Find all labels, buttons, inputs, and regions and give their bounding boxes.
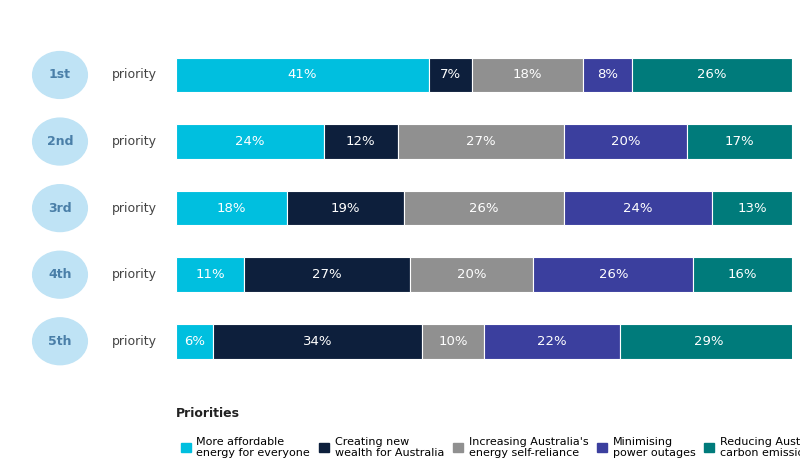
Bar bbox=[422, 324, 484, 359]
Circle shape bbox=[33, 184, 87, 232]
Text: Priorities: Priorities bbox=[176, 407, 240, 420]
Bar bbox=[534, 257, 694, 292]
Text: 16%: 16% bbox=[728, 268, 758, 281]
Text: 27%: 27% bbox=[312, 268, 342, 281]
Bar bbox=[324, 124, 398, 159]
Bar bbox=[410, 257, 534, 292]
Text: priority: priority bbox=[112, 69, 157, 81]
Text: 41%: 41% bbox=[287, 69, 317, 81]
Text: 4th: 4th bbox=[48, 268, 72, 281]
Text: 18%: 18% bbox=[512, 69, 542, 81]
Text: 26%: 26% bbox=[697, 69, 726, 81]
Text: 26%: 26% bbox=[470, 201, 498, 215]
Bar bbox=[176, 257, 244, 292]
Bar bbox=[213, 324, 422, 359]
Circle shape bbox=[33, 251, 87, 298]
Circle shape bbox=[33, 118, 87, 165]
Text: 5th: 5th bbox=[48, 335, 72, 348]
Text: 24%: 24% bbox=[235, 135, 265, 148]
Text: 6%: 6% bbox=[184, 335, 205, 348]
Bar bbox=[176, 191, 287, 226]
Bar bbox=[429, 58, 472, 92]
Bar bbox=[619, 324, 798, 359]
Text: 18%: 18% bbox=[217, 201, 246, 215]
Text: 24%: 24% bbox=[623, 201, 653, 215]
Bar bbox=[564, 124, 687, 159]
Bar bbox=[176, 124, 324, 159]
Bar bbox=[564, 191, 712, 226]
Bar bbox=[687, 124, 792, 159]
Text: priority: priority bbox=[112, 201, 157, 215]
Text: 7%: 7% bbox=[439, 69, 461, 81]
Text: 27%: 27% bbox=[466, 135, 496, 148]
Text: 22%: 22% bbox=[537, 335, 566, 348]
Text: 1st: 1st bbox=[49, 69, 71, 81]
Bar bbox=[582, 58, 632, 92]
Bar bbox=[176, 324, 213, 359]
Bar bbox=[694, 257, 792, 292]
Text: 29%: 29% bbox=[694, 335, 723, 348]
Circle shape bbox=[33, 318, 87, 365]
Bar bbox=[287, 191, 404, 226]
Bar bbox=[404, 191, 564, 226]
Text: 13%: 13% bbox=[737, 201, 766, 215]
Text: 19%: 19% bbox=[330, 201, 360, 215]
Bar bbox=[712, 191, 792, 226]
Text: priority: priority bbox=[112, 135, 157, 148]
Text: 3rd: 3rd bbox=[48, 201, 72, 215]
Text: 2nd: 2nd bbox=[46, 135, 74, 148]
Text: priority: priority bbox=[112, 335, 157, 348]
Bar bbox=[472, 58, 582, 92]
Bar bbox=[484, 324, 619, 359]
Text: 11%: 11% bbox=[195, 268, 225, 281]
Text: 26%: 26% bbox=[598, 268, 628, 281]
Text: priority: priority bbox=[112, 268, 157, 281]
Text: 34%: 34% bbox=[303, 335, 333, 348]
Text: 10%: 10% bbox=[438, 335, 468, 348]
Text: 12%: 12% bbox=[346, 135, 376, 148]
Bar bbox=[398, 124, 564, 159]
Text: 20%: 20% bbox=[457, 268, 486, 281]
Bar bbox=[244, 257, 410, 292]
Text: 8%: 8% bbox=[597, 69, 618, 81]
Text: 17%: 17% bbox=[725, 135, 754, 148]
Circle shape bbox=[33, 52, 87, 98]
Bar bbox=[176, 58, 429, 92]
Bar bbox=[632, 58, 792, 92]
Legend: More affordable
energy for everyone, Creating new
wealth for Australia, Increasi: More affordable energy for everyone, Cre… bbox=[181, 437, 800, 458]
Text: 20%: 20% bbox=[611, 135, 641, 148]
